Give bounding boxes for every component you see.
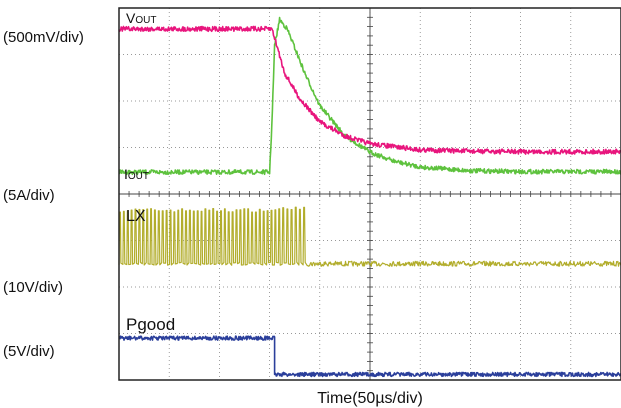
vout-label-sub: OUT: [135, 15, 156, 26]
x-axis-label: Time(50µs/div): [317, 390, 423, 407]
vout-trace: [118, 25, 621, 155]
pgood-trace-label: Pgood: [126, 315, 175, 334]
iout-label-sub: OUT: [128, 171, 149, 182]
vout-trace-label: VOUT: [126, 10, 156, 26]
lx-trace-label: LX: [126, 208, 146, 225]
iout-trace-label: IOUT: [124, 166, 149, 182]
lx-trace: [118, 206, 621, 267]
iout-label-main: I: [124, 166, 128, 182]
traces: [118, 16, 621, 378]
lx-scale-label: (10V/div): [3, 279, 63, 296]
vout-scale-label: (500mV/div): [3, 29, 84, 46]
grid: [118, 7, 621, 381]
iout-trace: [118, 16, 621, 176]
plot-frame: [118, 7, 621, 381]
pgood-trace: [118, 335, 621, 378]
pgood-scale-label: (5V/div): [3, 343, 55, 360]
vout-label-main: V: [126, 10, 136, 26]
iout-scale-label: (5A/div): [3, 187, 55, 204]
